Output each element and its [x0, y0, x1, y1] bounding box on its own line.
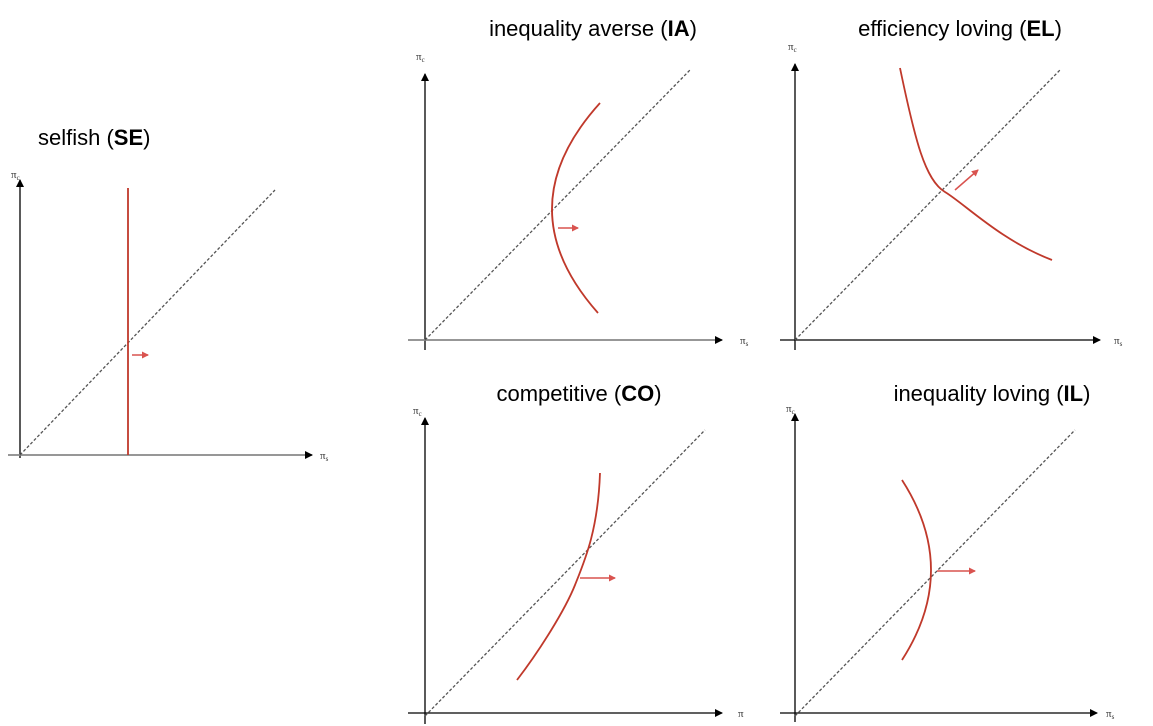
title-text: ) [143, 125, 150, 150]
title-text: ) [1055, 16, 1062, 41]
x-axis-label: πs [1106, 708, 1115, 721]
symbol: π [740, 335, 746, 347]
subscript: s [1112, 713, 1115, 721]
x-axis-label: π [738, 708, 744, 720]
panel-se: selfish (SE) πc πs [8, 125, 329, 463]
symbol: π [788, 41, 794, 53]
panel-title: selfish (SE) [38, 125, 150, 150]
title-abbr: IA [668, 16, 690, 41]
y-axis-label: πc [416, 51, 425, 64]
diagonal [794, 429, 1076, 717]
title-text: ) [690, 16, 697, 41]
symbol: π [1106, 708, 1112, 720]
symbol: π [320, 450, 326, 462]
subscript: c [419, 410, 422, 418]
panel-title: competitive (CO) [496, 381, 661, 406]
subscript: c [792, 408, 795, 416]
panel-title: inequality averse (IA) [489, 16, 697, 41]
title-abbr: CO [621, 381, 654, 406]
indifference-curve [551, 102, 601, 314]
title-text: competitive ( [496, 381, 621, 406]
panel-il: inequality loving (IL) πc πs [780, 381, 1115, 722]
title-abbr: SE [114, 125, 143, 150]
indifference-curve [901, 479, 932, 661]
y-axis-label: πc [11, 169, 20, 182]
indifference-curve [516, 472, 601, 681]
x-axis-label: πs [740, 335, 749, 348]
subscript: c [17, 174, 20, 182]
panel-title: inequality loving (IL) [894, 381, 1091, 406]
symbol: π [786, 403, 792, 415]
panel-co: competitive (CO) πc π [408, 381, 744, 724]
title-text: selfish ( [38, 125, 114, 150]
diagonal [794, 69, 1061, 341]
title-text: ) [654, 381, 661, 406]
indifference-curve [899, 67, 1053, 261]
x-axis-label: πs [320, 450, 329, 463]
panel-title: efficiency loving (EL) [858, 16, 1062, 41]
symbol: π [738, 708, 744, 720]
diagonal [424, 69, 691, 341]
subscript: s [326, 455, 329, 463]
direction-arrow [954, 169, 979, 191]
diagonal [19, 189, 276, 456]
y-axis-label: πc [788, 41, 797, 54]
diagonal [424, 429, 706, 717]
symbol: π [416, 51, 422, 63]
subscript: c [422, 56, 425, 64]
symbol: π [1114, 335, 1120, 347]
y-axis-label: πc [786, 403, 795, 416]
panel-ia: inequality averse (IA) πc πs [408, 16, 749, 350]
title-text: efficiency loving ( [858, 16, 1027, 41]
title-text: ) [1083, 381, 1090, 406]
subscript: s [1120, 340, 1123, 348]
subscript: c [794, 46, 797, 54]
panel-el: efficiency loving (EL) πc πs [780, 16, 1123, 350]
symbol: π [11, 169, 17, 181]
title-abbr: IL [1064, 381, 1084, 406]
y-axis-label: πc [413, 405, 422, 418]
title-abbr: EL [1026, 16, 1054, 41]
x-axis-label: πs [1114, 335, 1123, 348]
title-text: inequality loving ( [894, 381, 1065, 406]
title-text: inequality averse ( [489, 16, 668, 41]
symbol: π [413, 405, 419, 417]
subscript: s [746, 340, 749, 348]
